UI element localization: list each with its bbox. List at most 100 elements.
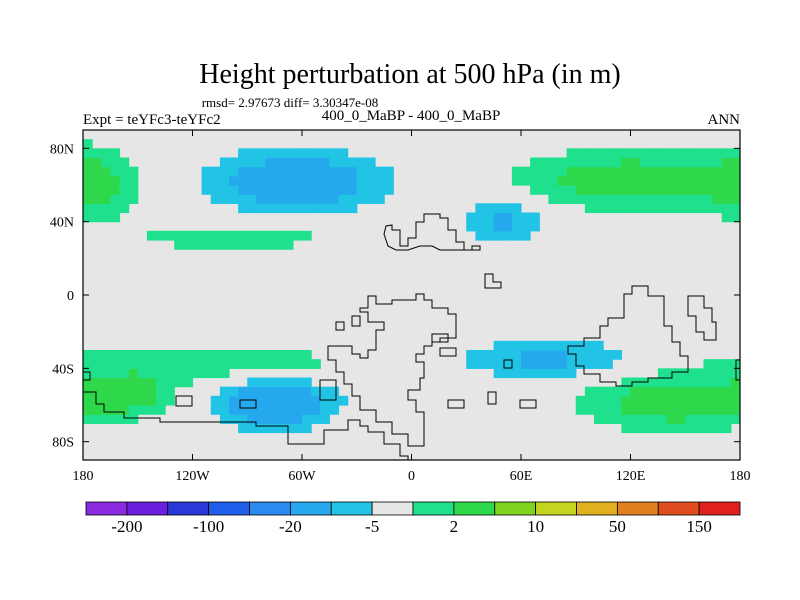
colorbar-box	[535, 501, 577, 516]
field-cell	[612, 350, 622, 360]
field-cell	[311, 157, 321, 168]
field-cell	[92, 194, 102, 204]
field-cell	[210, 175, 221, 186]
field-cell	[156, 377, 166, 388]
field-cell	[247, 194, 257, 204]
field-cell	[365, 185, 376, 195]
field-cell	[530, 185, 540, 195]
field-cell	[274, 185, 285, 195]
field-cell	[584, 175, 595, 186]
field-cell	[685, 395, 695, 406]
field-cell	[247, 175, 257, 186]
field-cell	[283, 405, 294, 415]
field-cell	[219, 405, 230, 415]
field-cell	[256, 203, 267, 214]
field-cell	[630, 157, 641, 168]
field-cell	[475, 359, 486, 369]
field-cell	[329, 203, 340, 214]
field-cell	[375, 175, 385, 186]
field-cell	[183, 230, 194, 241]
field-cell	[566, 185, 577, 195]
colorbar-box	[126, 501, 169, 516]
field-cell	[621, 423, 632, 434]
field-cell	[92, 414, 102, 424]
field-cell	[274, 386, 285, 397]
field-cell	[639, 405, 650, 415]
field-cell	[265, 414, 276, 424]
field-cell	[521, 359, 531, 369]
field-cell	[83, 203, 93, 214]
field-cell	[703, 157, 714, 168]
field-cell	[612, 386, 622, 397]
field-cell	[721, 377, 732, 388]
field-cell	[612, 405, 622, 415]
field-cell	[283, 203, 294, 214]
field-cell	[621, 194, 632, 204]
field-cell	[548, 175, 559, 186]
field-cell	[584, 340, 595, 351]
field-cell	[247, 405, 257, 415]
field-cell	[256, 423, 267, 434]
field-cell	[229, 414, 239, 424]
field-cell	[475, 230, 486, 241]
field-cell	[721, 414, 732, 424]
field-cell	[146, 368, 157, 379]
colorbar-box	[85, 501, 128, 516]
field-cell	[575, 194, 586, 204]
field-cell	[265, 194, 276, 204]
field-cell	[511, 368, 522, 379]
field-cell	[639, 185, 650, 195]
field-cell	[685, 405, 695, 415]
x-tick-label: 60W	[288, 469, 316, 484]
field-cell	[584, 157, 595, 168]
field-cell	[283, 377, 294, 388]
field-cell	[229, 350, 239, 360]
field-cell	[594, 359, 604, 369]
field-cell	[283, 414, 294, 424]
field-cell	[311, 395, 321, 406]
field-cell	[229, 240, 239, 250]
field-cell	[256, 175, 267, 186]
field-cell	[128, 405, 139, 415]
field-cell	[338, 148, 349, 159]
field-cell	[247, 386, 257, 397]
field-cell	[584, 185, 595, 195]
field-cell	[594, 185, 604, 195]
field-cell	[657, 148, 668, 159]
field-cell	[101, 157, 111, 168]
field-cell	[548, 368, 559, 379]
field-cell	[657, 423, 668, 434]
field-cell	[302, 386, 312, 397]
field-cell	[657, 386, 668, 397]
field-cell	[110, 166, 121, 177]
field-cell	[676, 157, 686, 168]
field-cell	[238, 240, 248, 250]
field-cell	[685, 368, 695, 379]
field-cell	[511, 203, 522, 214]
field-cell	[584, 359, 595, 369]
field-cell	[648, 148, 659, 159]
field-cell	[256, 350, 267, 360]
field-cell	[703, 194, 714, 204]
colorbar-box	[330, 501, 373, 516]
field-cell	[575, 157, 586, 168]
field-cell	[630, 203, 641, 214]
field-cell	[274, 230, 285, 241]
field-cell	[219, 414, 230, 424]
field-cell	[712, 377, 723, 388]
field-cell	[676, 148, 686, 159]
field-cell	[347, 194, 358, 204]
field-cell	[712, 148, 723, 159]
field-cell	[320, 185, 330, 195]
field-cell	[694, 423, 705, 434]
field-cell	[621, 166, 632, 177]
field-cell	[730, 185, 740, 195]
field-cell	[302, 405, 312, 415]
field-cell	[329, 166, 340, 177]
field-cell	[539, 368, 549, 379]
field-cell	[384, 175, 394, 186]
field-cell	[128, 377, 139, 388]
field-cell	[247, 230, 257, 241]
field-cell	[584, 395, 595, 406]
field-cell	[283, 350, 294, 360]
